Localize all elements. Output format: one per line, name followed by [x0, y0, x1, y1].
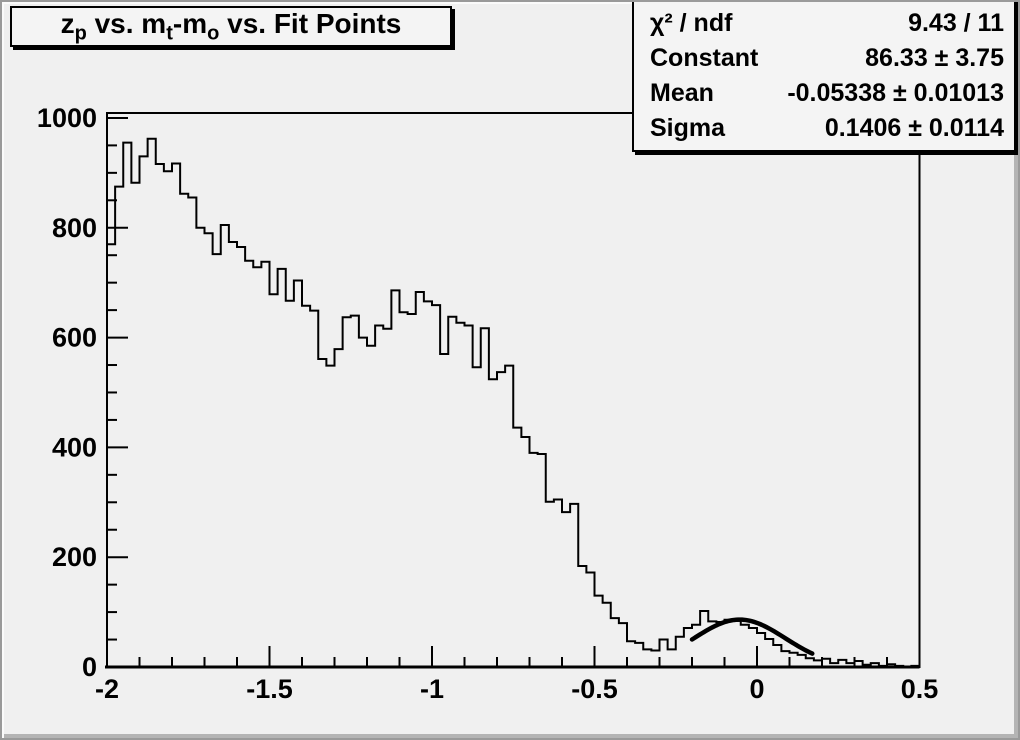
stats-value: -0.05338 ± 0.01013 — [787, 79, 1004, 107]
x-tick-label: -2 — [95, 674, 119, 704]
stats-value: 9.43 / 11 — [908, 9, 1004, 37]
title-text: -m — [172, 7, 208, 39]
plot-title: zp vs. mt-mo vs. Fit Points — [61, 8, 402, 46]
x-tick-label: -1.5 — [246, 674, 293, 704]
stats-row: Sigma 0.1406 ± 0.0114 — [650, 111, 1004, 145]
title-subscript: p — [74, 22, 87, 45]
stats-label: Mean — [650, 79, 714, 107]
histogram-trace[interactable] — [107, 137, 920, 668]
y-tick-label: 600 — [52, 323, 97, 353]
stats-row: Constant 86.33 ± 3.75 — [650, 41, 1004, 75]
y-tick-label: 1000 — [37, 103, 97, 133]
title-text: z — [60, 7, 75, 39]
x-tick-label: -0.5 — [571, 674, 618, 704]
stats-label: Constant — [650, 44, 759, 72]
stats-value: 0.1406 ± 0.0114 — [824, 114, 1004, 142]
title-text: vs. Fit Points — [219, 7, 402, 39]
stats-row: χ² / ndf 9.43 / 11 — [650, 6, 1004, 40]
x-tick-label: 0 — [749, 674, 764, 704]
title-subscript: o — [207, 22, 220, 45]
x-tick-label: 0.5 — [901, 674, 939, 704]
y-tick-label: 200 — [52, 542, 97, 572]
title-subscript: t — [166, 22, 173, 45]
y-tick-label: 0 — [82, 652, 97, 682]
x-tick-label: -1 — [420, 674, 444, 704]
stats-label: χ² / ndf — [650, 9, 733, 37]
fit-curve[interactable] — [689, 617, 815, 656]
stats-label: Sigma — [650, 114, 726, 142]
stats-row: Mean -0.05338 ± 0.01013 — [650, 76, 1004, 110]
pave-title[interactable]: zp vs. mt-mo vs. Fit Points — [10, 6, 452, 47]
pave-stats[interactable]: χ² / ndf 9.43 / 11 Constant 86.33 ± 3.75 Mea… — [632, 2, 1016, 152]
y-tick-label: 400 — [52, 432, 97, 462]
title-text: vs. m — [86, 7, 167, 39]
stats-value: 86.33 ± 3.75 — [865, 44, 1004, 72]
y-tick-label: 800 — [52, 213, 97, 243]
